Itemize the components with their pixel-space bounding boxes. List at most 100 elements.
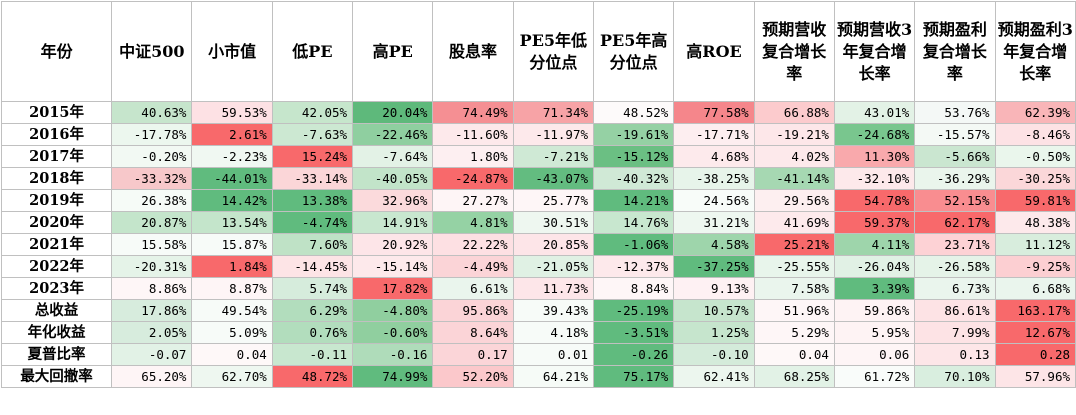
column-header: PE5年低分位点 [512,1,595,102]
value-cell: 11.30% [833,145,916,168]
value-cell: 31.21% [673,211,755,234]
value-cell: 14.21% [593,189,675,212]
table-row: 2023年 8.86% 8.87% 5.74% 17.82% 6.61% 11.73% 8.8… [0,277,1076,300]
value-cell: 51.96% [753,299,835,322]
value-cell: 17.86% [111,299,193,322]
value-cell: -15.12% [593,145,675,168]
value-cell: 20.04% [352,101,434,124]
value-cell: 62.41% [673,365,755,388]
table-row: 最大回撤率 65.20% 62.70% 48.72% 74.99% 52.20% 64.21… [0,365,1076,388]
value-cell: 6.73% [914,277,996,300]
value-cell: -33.32% [111,167,193,190]
value-cell: -0.10 [673,343,755,366]
value-cell: 52.15% [914,189,996,212]
table-row: 年化收益 2.05% 5.09% 0.76% -0.60% 8.64% 4.18% -3.51… [0,321,1076,344]
value-cell: -14.45% [271,255,354,278]
value-cell: 4.18% [512,321,595,344]
value-cell: 70.10% [914,365,996,388]
value-cell: 17.82% [352,277,434,300]
row-label: 2017年 [0,145,113,168]
value-cell: 5.09% [191,321,273,344]
value-cell: -4.49% [432,255,514,278]
table-row: 2016年 -17.78% 2.61% -7.63% -22.46% -11.60% -11… [0,123,1076,146]
value-cell: 8.87% [191,277,273,300]
value-cell: -30.25% [994,167,1076,190]
value-cell: 74.49% [432,101,514,124]
value-cell: 6.68% [994,277,1076,300]
row-label: 2023年 [0,277,113,300]
value-cell: -8.46% [994,123,1076,146]
value-cell: -22.46% [352,123,434,146]
value-cell: -0.60% [352,321,434,344]
value-cell: 48.38% [994,211,1076,234]
value-cell: 6.29% [271,299,354,322]
value-cell: 1.84% [191,255,273,278]
column-header: 预期盈利3年复合增长率 [994,1,1076,102]
table-row: 2020年 20.87% 13.54% -4.74% 14.91% 4.81% 30.51%… [0,211,1076,234]
value-cell: -36.29% [914,167,996,190]
value-cell: 20.92% [352,233,434,256]
value-cell: 29.56% [753,189,835,212]
value-cell: 0.17 [432,343,514,366]
value-cell: 52.20% [432,365,514,388]
value-cell: 4.81% [432,211,514,234]
value-cell: -17.71% [673,123,755,146]
row-label: 年化收益 [0,321,113,344]
table-row: 2019年 26.38% 14.42% 13.38% 32.96% 27.27% 25.77… [0,189,1076,212]
column-header: 预期营收复合增长率 [753,1,835,102]
value-cell: 62.39% [994,101,1076,124]
value-cell: 30.51% [512,211,595,234]
value-cell: -17.78% [111,123,193,146]
value-cell: 62.17% [914,211,996,234]
value-cell: -15.14% [352,255,434,278]
value-cell: 74.99% [352,365,434,388]
value-cell: 77.58% [673,101,755,124]
value-cell: 4.68% [673,145,755,168]
value-cell: -7.63% [271,123,354,146]
value-cell: -0.11 [271,343,354,366]
value-cell: 48.52% [593,101,675,124]
value-cell: 13.38% [271,189,354,212]
value-cell: -40.05% [352,167,434,190]
value-cell: 13.54% [191,211,273,234]
value-cell: 68.25% [753,365,835,388]
value-cell: 61.72% [833,365,916,388]
value-cell: -38.25% [673,167,755,190]
value-cell: 95.86% [432,299,514,322]
value-cell: 26.38% [111,189,193,212]
value-cell: 49.54% [191,299,273,322]
value-cell: 71.34% [512,101,595,124]
value-cell: 59.81% [994,189,1076,212]
value-cell: 86.61% [914,299,996,322]
value-cell: -40.32% [593,167,675,190]
value-cell: 25.21% [753,233,835,256]
value-cell: 0.06 [833,343,916,366]
value-cell: -15.57% [914,123,996,146]
row-label: 总收益 [0,299,113,322]
value-cell: -11.97% [512,123,595,146]
value-cell: -7.64% [352,145,434,168]
value-cell: 32.96% [352,189,434,212]
value-cell: -25.55% [753,255,835,278]
value-cell: -19.61% [593,123,675,146]
row-label: 2022年 [0,255,113,278]
value-cell: -3.51% [593,321,675,344]
column-header: 中证500 [111,1,193,102]
value-cell: -5.66% [914,145,996,168]
value-cell: 0.13 [914,343,996,366]
value-cell: 14.42% [191,189,273,212]
row-label: 2019年 [0,189,113,212]
value-cell: 2.05% [111,321,193,344]
value-cell: -26.58% [914,255,996,278]
table-body: 2015年 40.63% 59.53% 42.05% 20.04% 74.49% 71.34… [0,101,1076,388]
value-cell: 20.87% [111,211,193,234]
value-cell: 0.04 [191,343,273,366]
value-cell: 4.11% [833,233,916,256]
value-cell: 4.58% [673,233,755,256]
value-cell: -24.87% [432,167,514,190]
value-cell: 8.64% [432,321,514,344]
row-label: 最大回撤率 [0,365,113,388]
value-cell: -1.06% [593,233,675,256]
value-cell: 27.27% [432,189,514,212]
value-cell: 23.71% [914,233,996,256]
